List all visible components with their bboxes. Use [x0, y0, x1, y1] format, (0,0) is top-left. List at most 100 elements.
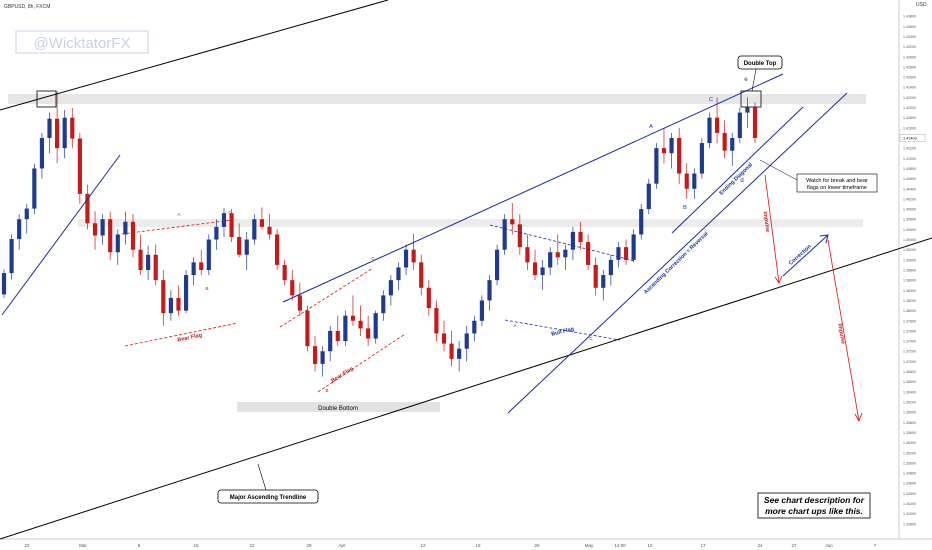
candle-body: [305, 310, 310, 347]
candle: [92, 211, 98, 250]
candle: [540, 259, 545, 291]
candle: [252, 214, 257, 245]
wave-label: B: [325, 388, 328, 393]
candle-body: [669, 138, 674, 154]
candle-body: [1, 273, 7, 295]
candle-body: [540, 267, 545, 276]
candle: [692, 168, 697, 199]
top-black-trendline: [0, 0, 389, 111]
candle-body: [358, 320, 363, 329]
price-tick-label: 1.40400: [903, 187, 916, 191]
candle-body: [70, 117, 75, 139]
candle: [55, 91, 60, 164]
candle-body: [312, 346, 318, 364]
candle: [472, 315, 477, 342]
impulse-arrow-2: [827, 239, 860, 422]
candle-body: [457, 348, 462, 359]
candle-body: [92, 223, 98, 236]
candle: [730, 132, 735, 166]
wave-label: A: [177, 212, 180, 217]
candle: [373, 310, 378, 344]
candle-body: [479, 300, 484, 321]
candle-body: [745, 107, 750, 113]
candle-body: [32, 168, 37, 209]
price-tick-label: 1.33800: [903, 522, 916, 526]
candle-body: [214, 226, 219, 240]
candle-body: [631, 234, 636, 260]
candle-body: [62, 117, 67, 149]
candle-body: [335, 330, 340, 342]
bear-flag-1-top: [121, 219, 233, 235]
candle-body: [661, 148, 667, 154]
double-top-callout: [737, 55, 783, 70]
price-tick-label: 1.34400: [903, 492, 916, 496]
candle-body: [403, 249, 409, 268]
bear-flag-2-label: Bear Flag: [330, 366, 354, 384]
candle: [290, 270, 295, 301]
see-description-line1: See chart description for: [764, 495, 865, 505]
double-bottom-label: Double Bottom: [318, 406, 358, 412]
candle: [108, 211, 113, 260]
correction-arrowhead: [819, 234, 829, 244]
major-trendline-label: Major Ascending Trendline: [230, 495, 307, 501]
candle: [237, 223, 242, 258]
candle: [434, 300, 439, 342]
candle-body: [730, 138, 735, 151]
candle-body: [328, 330, 333, 352]
candle-body: [714, 117, 720, 133]
candle: [677, 127, 682, 184]
candle-body: [138, 249, 143, 270]
price-tick-label: 1.39400: [903, 238, 916, 242]
wave-label: C: [371, 256, 375, 261]
candle-body: [130, 221, 136, 250]
time-axis: 22 Mar 8 15 22 29 Apr 12 19 26 May 14:00 10 17 24 27 Jun…: [24, 543, 876, 548]
candle: [183, 270, 189, 314]
bear-flag-1-label: Bear Flag: [177, 332, 203, 343]
candle: [115, 229, 120, 265]
candle-body: [487, 280, 492, 301]
price-tick-label: 1.39000: [903, 258, 916, 262]
candle: [335, 315, 340, 347]
price-tick-label: 1.41600: [903, 126, 916, 130]
candle: [593, 257, 598, 296]
price-tick-label: 1.40000: [903, 208, 916, 212]
candle-body: [502, 219, 507, 250]
candle: [1, 269, 7, 298]
candle-body: [548, 252, 553, 268]
bull-flag-top: [489, 224, 636, 262]
candle: [350, 295, 356, 326]
price-axis: 1.43800 1.43600 1.43400 1.43200 1.43000 1.428…: [899, 15, 926, 526]
candle: [214, 219, 219, 250]
candle: [639, 204, 644, 240]
candle: [722, 120, 727, 159]
candle: [146, 245, 151, 281]
double-top-pointer: [751, 68, 757, 92]
candle: [608, 254, 613, 286]
time-tick-label: 10: [647, 543, 653, 548]
double-top-label: Double Top: [744, 61, 777, 67]
price-tick-label: 1.41000: [903, 157, 916, 161]
price-tick-label: 1.36200: [903, 401, 916, 405]
candle-body: [85, 193, 90, 224]
time-tick-label: 14:00: [614, 543, 626, 548]
time-tick-label: 12: [420, 543, 426, 548]
price-tick-label: 1.38200: [903, 299, 916, 303]
candle-body: [684, 173, 689, 189]
wave-label: C: [589, 336, 593, 341]
candle: [616, 242, 621, 268]
time-tick-label: 27: [791, 543, 797, 548]
candle: [502, 214, 507, 255]
candle: [130, 214, 136, 258]
price-tick-label: 1.34200: [903, 502, 916, 506]
candle-body: [654, 148, 659, 184]
candle-body: [161, 280, 166, 314]
candle: [563, 244, 568, 270]
watch-note-box: [796, 173, 878, 193]
price-tick-label: 1.38400: [903, 289, 916, 293]
candle-body: [275, 234, 280, 265]
left-top-box: [36, 90, 57, 108]
correction-arrow: [782, 234, 829, 277]
wave-label: B: [570, 233, 573, 238]
candle: [77, 132, 82, 204]
time-tick-label: 26: [534, 543, 540, 548]
